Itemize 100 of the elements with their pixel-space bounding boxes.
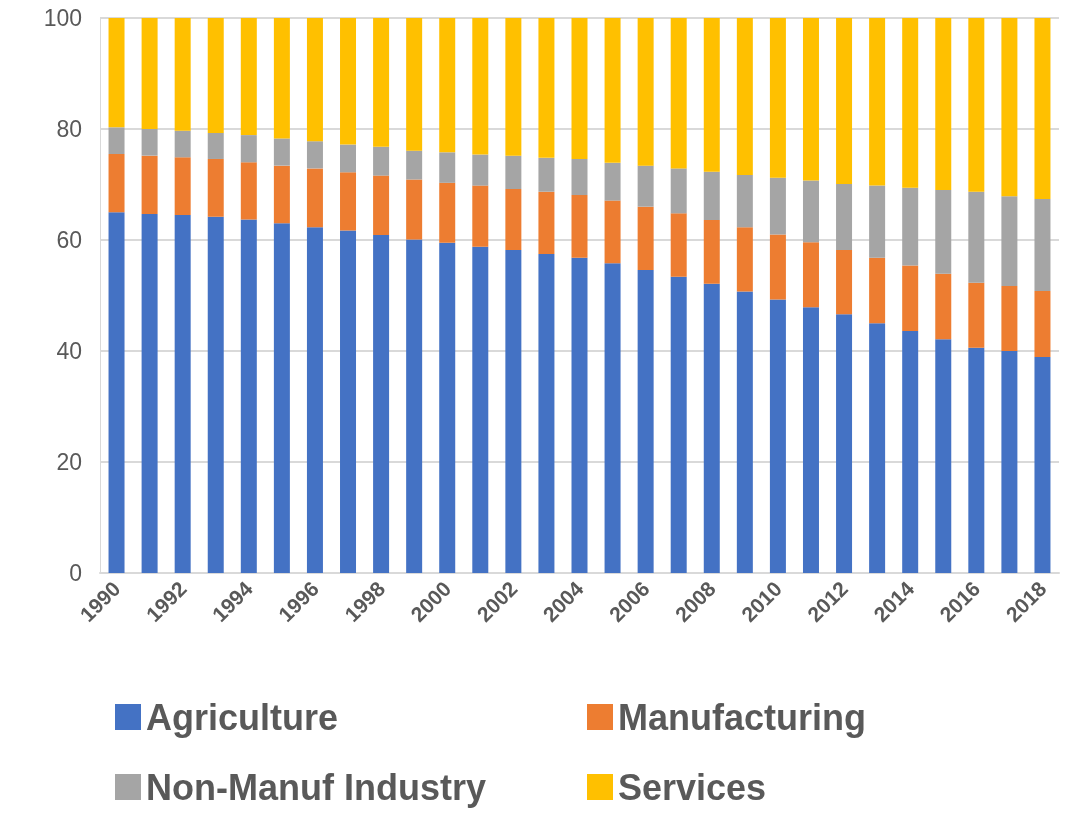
bar bbox=[472, 185, 489, 247]
bar bbox=[207, 18, 224, 133]
bar bbox=[538, 191, 555, 254]
bar bbox=[703, 18, 720, 172]
bar bbox=[637, 18, 654, 166]
bar bbox=[240, 18, 257, 136]
bar bbox=[571, 18, 588, 159]
bar bbox=[406, 18, 423, 151]
bar bbox=[538, 157, 555, 192]
bar bbox=[935, 339, 952, 573]
bar bbox=[670, 168, 687, 214]
bar bbox=[406, 150, 423, 180]
bar bbox=[571, 257, 588, 573]
bar bbox=[1034, 291, 1051, 358]
bar bbox=[968, 191, 985, 283]
bar bbox=[207, 216, 224, 573]
bar bbox=[174, 130, 191, 158]
bar bbox=[902, 331, 919, 573]
bar bbox=[373, 18, 390, 147]
y-tick-label: 20 bbox=[56, 449, 82, 475]
bar bbox=[472, 154, 489, 186]
bar bbox=[273, 165, 290, 224]
bar bbox=[373, 146, 390, 176]
bar bbox=[869, 257, 886, 324]
bar bbox=[340, 18, 357, 145]
bar bbox=[703, 283, 720, 573]
bar bbox=[637, 206, 654, 270]
bar bbox=[1034, 18, 1051, 199]
bar bbox=[769, 18, 786, 178]
bar bbox=[340, 172, 357, 231]
bar bbox=[968, 282, 985, 348]
bar bbox=[505, 249, 522, 573]
bar bbox=[406, 239, 423, 573]
bar bbox=[141, 155, 158, 214]
bar bbox=[902, 265, 919, 332]
y-tick-label: 100 bbox=[43, 5, 82, 31]
legend-label: Manufacturing bbox=[618, 696, 866, 738]
bar bbox=[240, 162, 257, 220]
bar bbox=[1034, 357, 1051, 573]
bar bbox=[637, 165, 654, 207]
bar bbox=[670, 276, 687, 573]
bar bbox=[141, 129, 158, 156]
bar bbox=[373, 175, 390, 236]
y-tick-label: 60 bbox=[56, 227, 82, 253]
bar bbox=[604, 18, 621, 163]
y-tick-label: 40 bbox=[56, 338, 82, 364]
bar bbox=[902, 187, 919, 266]
bar bbox=[769, 299, 786, 573]
bar bbox=[340, 144, 357, 173]
bar bbox=[240, 135, 257, 163]
bar bbox=[869, 18, 886, 186]
bar bbox=[108, 212, 125, 573]
bar bbox=[439, 18, 456, 153]
bar bbox=[141, 213, 158, 573]
bar bbox=[207, 158, 224, 217]
bar bbox=[174, 18, 191, 131]
bar bbox=[935, 190, 952, 274]
y-tick-label: 0 bbox=[69, 560, 82, 586]
bar bbox=[670, 18, 687, 169]
bar bbox=[273, 223, 290, 573]
bar bbox=[273, 18, 290, 139]
bar bbox=[935, 18, 952, 191]
bar bbox=[836, 18, 853, 184]
bar bbox=[174, 157, 191, 216]
bar bbox=[637, 269, 654, 573]
bar bbox=[505, 188, 522, 250]
bar bbox=[769, 177, 786, 235]
y-tick-label: 80 bbox=[56, 116, 82, 142]
bar bbox=[141, 18, 158, 129]
bar bbox=[703, 171, 720, 221]
bar bbox=[802, 18, 819, 181]
bar bbox=[340, 230, 357, 573]
bar bbox=[1001, 286, 1018, 351]
bar bbox=[505, 155, 522, 189]
bar bbox=[836, 314, 853, 573]
bar bbox=[472, 18, 489, 155]
bar bbox=[306, 18, 323, 142]
bar bbox=[670, 213, 687, 277]
bar bbox=[1001, 351, 1018, 573]
bar bbox=[604, 200, 621, 264]
bar bbox=[439, 152, 456, 183]
bar bbox=[207, 132, 224, 159]
bar bbox=[538, 253, 555, 573]
bar bbox=[306, 227, 323, 573]
bar bbox=[769, 234, 786, 300]
bar bbox=[306, 141, 323, 169]
bar bbox=[108, 18, 125, 128]
legend-label: Non-Manuf Industry bbox=[146, 766, 486, 808]
bar bbox=[373, 235, 390, 573]
bar bbox=[439, 242, 456, 573]
bar bbox=[439, 182, 456, 243]
bar bbox=[736, 175, 753, 228]
bar bbox=[902, 18, 919, 188]
bar bbox=[703, 220, 720, 284]
bar bbox=[604, 263, 621, 573]
legend-label: Services bbox=[618, 766, 767, 808]
bar bbox=[306, 168, 323, 228]
bar bbox=[802, 242, 819, 308]
legend-label: Agriculture bbox=[146, 696, 339, 738]
bar bbox=[968, 18, 985, 192]
